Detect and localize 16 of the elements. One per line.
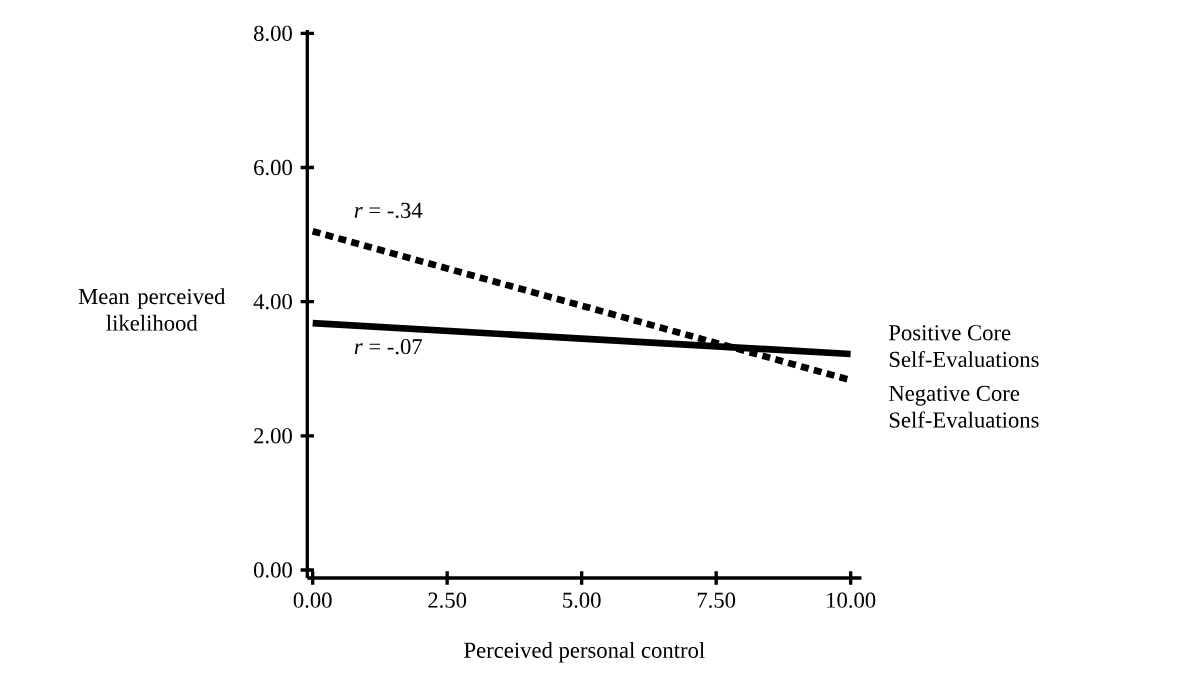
series-label: Negative Core Self-Evaluations — [889, 385, 1039, 428]
x-tick-label: 0.00 — [293, 592, 332, 608]
y-tick-label: 0.00 — [253, 562, 292, 578]
x-axis-title: Perceived personal control — [464, 641, 705, 663]
x-tick-label: 2.50 — [428, 592, 467, 608]
annotation: r = -.07 — [354, 338, 423, 355]
y-tick-label: 6.00 — [254, 159, 292, 176]
y-axis-title: Mean perceived likelihood — [78, 288, 226, 331]
series-label: Positive Core Self-Evaluations — [889, 325, 1039, 368]
x-tick-label: 10.00 — [827, 592, 876, 608]
x-tick-label: 7.50 — [697, 592, 736, 608]
annotation: r = -.34 — [354, 202, 423, 219]
y-tick-label: 8.00 — [253, 25, 292, 42]
y-tick-label: 2.00 — [254, 428, 292, 444]
x-tick-label: 5.00 — [563, 592, 601, 608]
y-tick-label: 4.00 — [253, 293, 292, 310]
